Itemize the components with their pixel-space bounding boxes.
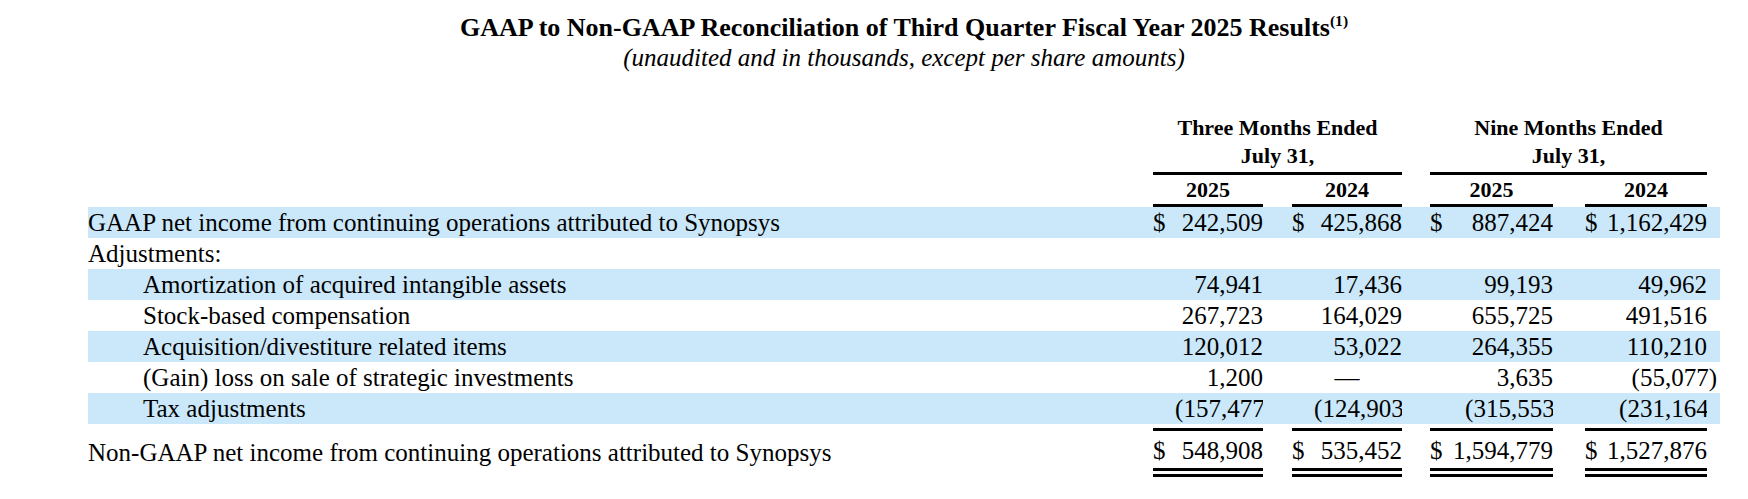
year-header: 2025 [1430, 178, 1553, 207]
column-group-line2: July 31, [1430, 142, 1707, 170]
cell-value: 17,436 [1292, 269, 1402, 300]
cell-value: (315,553) [1430, 393, 1553, 424]
cell-value: $242,509 [1153, 207, 1263, 238]
column-group-three-months: Three Months Ended July 31, [1153, 114, 1402, 175]
table-row: Adjustments: [88, 238, 1720, 269]
double-underline [1153, 468, 1263, 477]
double-underline [1292, 468, 1402, 477]
cell-value: 74,941 [1153, 269, 1263, 300]
column-group-nine-months: Nine Months Ended July 31, [1430, 114, 1707, 175]
table-row: (Gain) loss on sale of strategic investm… [88, 362, 1720, 393]
dollar-sign: $ [1430, 435, 1443, 466]
year-header-row: 2025 2024 2025 2024 [88, 178, 1720, 207]
cell-value: 491,516 [1585, 300, 1707, 331]
cell-value: $548,908 [1153, 428, 1263, 477]
year-header: 2024 [1585, 178, 1707, 207]
column-group-line2: July 31, [1153, 142, 1402, 170]
row-label: GAAP net income from continuing operatio… [88, 207, 1153, 238]
double-underline [1585, 468, 1707, 477]
dollar-sign: $ [1153, 435, 1166, 466]
column-group-header-row: Three Months Ended July 31, Nine Months … [88, 114, 1720, 175]
cell-value: 655,725 [1430, 300, 1553, 331]
column-group-line1: Three Months Ended [1153, 114, 1402, 142]
column-group-line1: Nine Months Ended [1430, 114, 1707, 142]
dollar-sign: $ [1153, 207, 1166, 238]
cell-value: $535,452 [1292, 428, 1402, 477]
table-row: Amortization of acquired intangible asse… [88, 269, 1720, 300]
dollar-sign: $ [1585, 435, 1598, 466]
dollar-sign: $ [1292, 435, 1305, 466]
title-text: GAAP to Non-GAAP Reconciliation of Third… [460, 13, 1330, 42]
cell-value: 1,200 [1153, 362, 1263, 393]
cell-value: 99,193 [1430, 269, 1553, 300]
cell-value: $425,868 [1292, 207, 1402, 238]
reconciliation-table: Three Months Ended July 31, Nine Months … [88, 114, 1720, 477]
row-label: Adjustments: [88, 238, 1153, 269]
cell-value: (231,164) [1585, 393, 1707, 424]
table-row: GAAP net income from continuing operatio… [88, 207, 1720, 238]
single-rule-and-value: $1,594,779 [1430, 428, 1553, 466]
table-row: Stock-based compensation 267,723 164,029… [88, 300, 1720, 331]
dollar-sign: $ [1430, 207, 1443, 238]
cell-value: (55,077) [1585, 362, 1707, 393]
year-header: 2024 [1292, 178, 1402, 207]
cell-value: (157,477) [1153, 393, 1263, 424]
cell-value: 267,723 [1153, 300, 1263, 331]
row-label: Acquisition/divestiture related items [88, 331, 1153, 362]
cell-value: 49,962 [1585, 269, 1707, 300]
row-label: Tax adjustments [88, 393, 1153, 424]
single-rule-and-value: $548,908 [1153, 428, 1263, 466]
row-label: (Gain) loss on sale of strategic investm… [88, 362, 1153, 393]
row-label: Stock-based compensation [88, 300, 1153, 331]
cell-value: 264,355 [1430, 331, 1553, 362]
row-label: Amortization of acquired intangible asse… [88, 269, 1153, 300]
page-subtitle: (unaudited and in thousands, except per … [88, 44, 1720, 72]
table-row: Acquisition/divestiture related items 12… [88, 331, 1720, 362]
single-rule-and-value: $535,452 [1292, 428, 1402, 466]
year-header: 2025 [1153, 178, 1263, 207]
dollar-sign: $ [1585, 207, 1598, 238]
row-label: Non-GAAP net income from continuing oper… [88, 428, 1153, 477]
cell-value: $1,162,429 [1585, 207, 1707, 238]
cell-value: $1,594,779 [1430, 428, 1553, 477]
total-row: Non-GAAP net income from continuing oper… [88, 428, 1720, 477]
single-rule-and-value: $1,527,876 [1585, 428, 1707, 466]
cell-value: 53,022 [1292, 331, 1402, 362]
page-title: GAAP to Non-GAAP Reconciliation of Third… [88, 12, 1720, 44]
dollar-sign: $ [1292, 207, 1305, 238]
footnote-ref: (1) [1330, 12, 1348, 29]
double-underline [1430, 468, 1553, 477]
cell-value: 120,012 [1153, 331, 1263, 362]
cell-value: 3,635 [1430, 362, 1553, 393]
em-dash-value: — [1292, 362, 1402, 393]
table-row: Tax adjustments (157,477) (124,903) (315… [88, 393, 1720, 424]
cell-value: 164,029 [1292, 300, 1402, 331]
cell-value: — [1292, 362, 1402, 393]
cell-value: 110,210 [1585, 331, 1707, 362]
cell-value: $1,527,876 [1585, 428, 1707, 477]
cell-value: (124,903) [1292, 393, 1402, 424]
cell-value: $887,424 [1430, 207, 1553, 238]
